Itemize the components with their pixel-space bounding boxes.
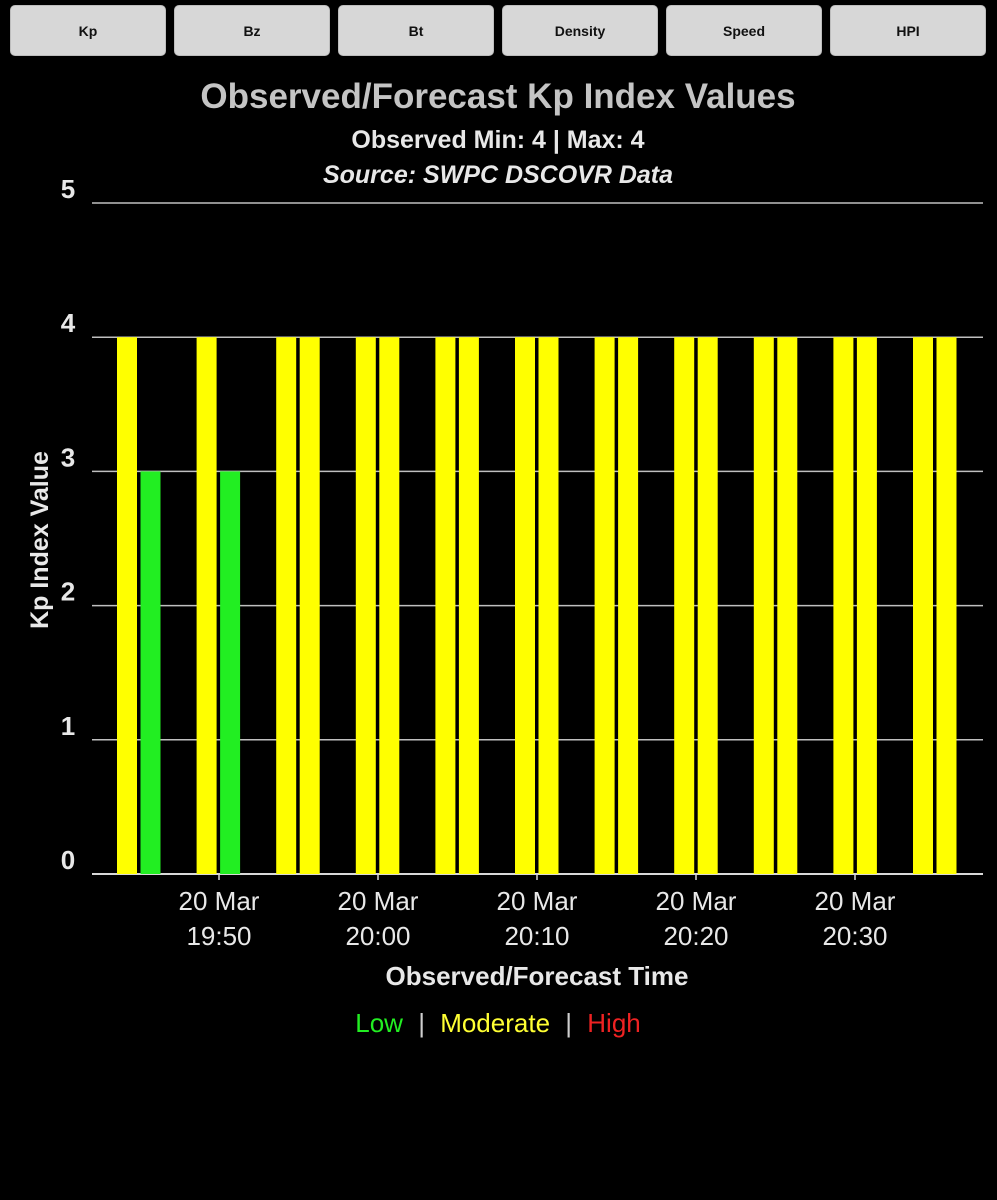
kp-bar xyxy=(140,471,161,874)
y-axis-ticks: 0 1 2 3 4 5 xyxy=(61,174,76,875)
kp-bar xyxy=(355,337,376,874)
tab-bt[interactable]: Bt xyxy=(338,5,494,56)
chart-subtitle: Observed Min: 4 | Max: 4 xyxy=(351,126,644,154)
kp-bar xyxy=(936,337,957,874)
x-tick-label-time: 19:50 xyxy=(186,921,251,951)
kp-bar xyxy=(777,337,798,874)
y-tick-label: 3 xyxy=(61,442,75,472)
y-axis-label: Kp Index Value xyxy=(26,451,54,629)
y-tick-label: 4 xyxy=(61,308,76,338)
y-tick-label: 2 xyxy=(61,577,75,607)
kp-bar xyxy=(594,337,615,874)
legend-high: High xyxy=(587,1008,640,1038)
tab-speed[interactable]: Speed xyxy=(666,5,822,56)
kp-bar xyxy=(913,337,933,874)
kp-bar xyxy=(538,337,559,874)
kp-bar xyxy=(117,337,137,874)
y-tick-label: 5 xyxy=(61,174,75,204)
tab-bz[interactable]: Bz xyxy=(174,5,330,56)
tab-density[interactable]: Density xyxy=(502,5,658,56)
kp-bar xyxy=(196,337,217,874)
kp-index-chart: 0 1 2 3 4 5 20 Mar 19:50 20 Mar 20:00 20 Mar 20:10… xyxy=(26,77,983,1038)
x-tick-label-time: 20:10 xyxy=(504,921,569,951)
kp-bar xyxy=(674,337,695,874)
kp-bar xyxy=(379,337,400,874)
tab-hpi[interactable]: HPI xyxy=(830,5,986,56)
x-tick-label-date: 20 Mar xyxy=(497,886,578,916)
kp-bar xyxy=(697,337,718,874)
x-tick-label-time: 20:20 xyxy=(663,921,728,951)
x-tick-label-date: 20 Mar xyxy=(338,886,419,916)
kp-bar xyxy=(753,337,774,874)
chart-source: Source: SWPC DSCOVR Data xyxy=(323,161,673,189)
chart-title: Observed/Forecast Kp Index Values xyxy=(200,77,795,116)
legend: Low | Moderate | High xyxy=(355,1008,641,1038)
tab-kp[interactable]: Kp xyxy=(10,5,166,56)
kp-bar xyxy=(833,337,854,874)
x-axis-ticks: 20 Mar 19:50 20 Mar 20:00 20 Mar 20:10 20 Mar 2… xyxy=(179,874,896,951)
chart-bars xyxy=(117,337,957,874)
legend-moderate: Moderate xyxy=(440,1008,550,1038)
x-tick-label-time: 20:30 xyxy=(822,921,887,951)
x-tick-label-time: 20:00 xyxy=(345,921,410,951)
tab-bar: Kp Bz Bt Density Speed HPI xyxy=(0,0,997,62)
y-tick-label: 1 xyxy=(61,711,75,741)
x-tick-label-date: 20 Mar xyxy=(179,886,260,916)
kp-bar xyxy=(618,337,639,874)
kp-bar xyxy=(299,337,320,874)
legend-separator: | xyxy=(418,1008,425,1038)
kp-bar xyxy=(276,337,297,874)
x-tick-label-date: 20 Mar xyxy=(815,886,896,916)
kp-bar xyxy=(220,471,241,874)
kp-bar xyxy=(435,337,456,874)
kp-bar xyxy=(856,337,877,874)
kp-bar xyxy=(458,337,479,874)
y-tick-label: 0 xyxy=(61,845,75,875)
legend-separator: | xyxy=(565,1008,572,1038)
x-tick-label-date: 20 Mar xyxy=(656,886,737,916)
legend-low: Low xyxy=(355,1008,403,1038)
kp-bar xyxy=(515,337,535,874)
x-axis-label: Observed/Forecast Time xyxy=(386,961,689,991)
